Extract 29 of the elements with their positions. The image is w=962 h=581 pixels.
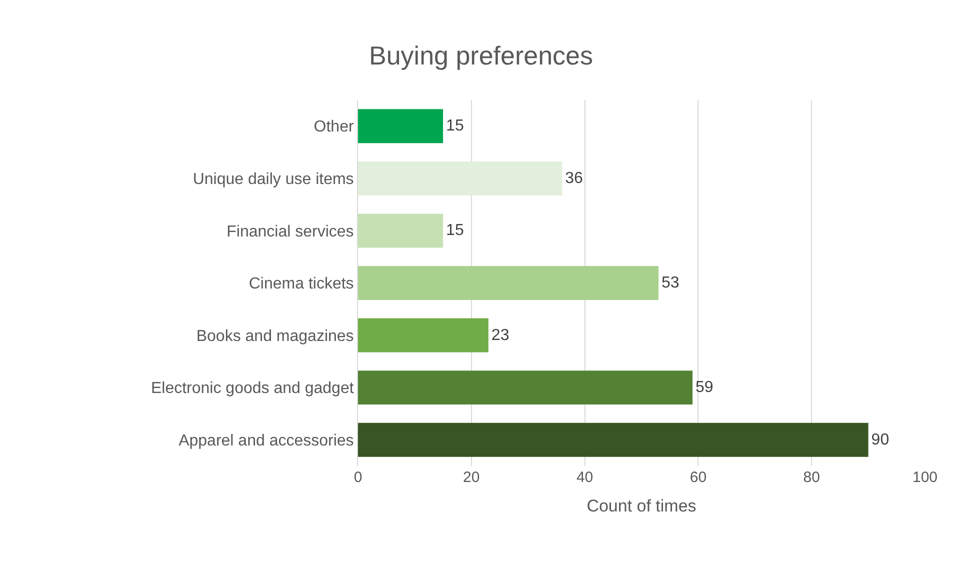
bar: [358, 422, 868, 457]
x-tick-label: 0: [354, 469, 362, 486]
y-tick-label: Other: [314, 118, 354, 136]
data-label: 59: [696, 379, 714, 396]
y-tick-label: Electronic goods and gadget: [150, 380, 354, 398]
data-label: 15: [446, 118, 464, 135]
x-axis-title: Count of times: [586, 496, 696, 516]
chart-title: Buying preferences: [368, 40, 594, 71]
y-tick-label: Cinema tickets: [248, 276, 354, 293]
y-tick-label: Books and magazines: [196, 328, 354, 345]
x-tick-label: 20: [463, 469, 480, 486]
bar: [358, 161, 562, 196]
data-label: 36: [565, 170, 584, 187]
data-label: 23: [491, 326, 510, 344]
y-tick-label: Apparel and accessories: [178, 432, 354, 450]
x-tick-label: 60: [690, 469, 707, 486]
data-label: 53: [662, 274, 680, 292]
y-tick-label: Financial services: [226, 223, 354, 240]
bar: [358, 214, 444, 248]
x-tick-label: 100: [912, 469, 938, 486]
bar: [358, 318, 488, 352]
x-tick-label: 40: [576, 469, 594, 486]
x-tick-label: 80: [803, 469, 820, 486]
data-label: 15: [446, 222, 464, 240]
data-label: 90: [871, 431, 890, 448]
bar: [358, 370, 693, 405]
bar: [358, 266, 659, 300]
bar: [358, 109, 444, 144]
y-tick-label: Unique daily use items: [192, 171, 354, 188]
